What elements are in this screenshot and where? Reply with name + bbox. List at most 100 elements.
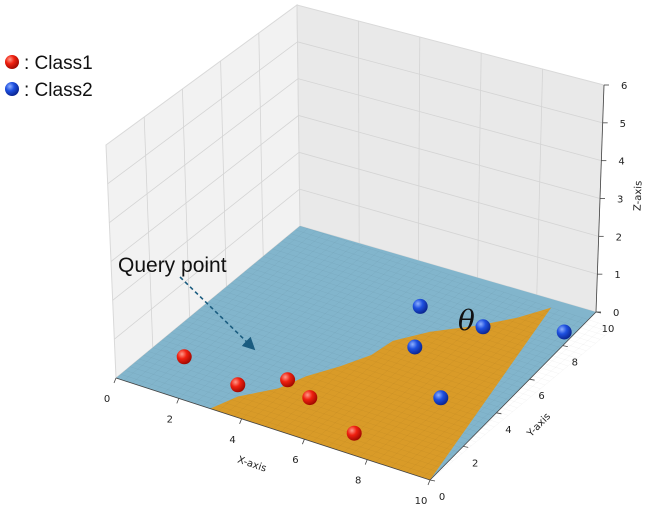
mesh-line xyxy=(207,301,523,405)
mesh-line xyxy=(125,370,440,473)
x-tick-mark xyxy=(113,377,117,384)
mesh-line xyxy=(203,305,518,409)
x-tick-label: 0 xyxy=(104,394,110,405)
mesh-line xyxy=(414,322,599,476)
mesh-line xyxy=(241,266,426,419)
mesh-line xyxy=(212,297,527,401)
x-tick-mark xyxy=(364,459,368,465)
class1-point xyxy=(346,425,362,441)
x-gridline xyxy=(536,68,543,295)
mesh-line xyxy=(186,248,371,402)
data-points xyxy=(176,298,572,441)
class1-point xyxy=(302,390,318,406)
mesh-line xyxy=(374,309,560,463)
mesh-line xyxy=(194,313,509,416)
class1-region xyxy=(116,307,552,480)
mesh-line xyxy=(249,269,434,422)
mesh-line xyxy=(367,307,552,460)
mesh-line xyxy=(235,278,550,382)
x-gridline xyxy=(357,20,360,244)
mesh-line xyxy=(319,292,505,445)
mesh-line xyxy=(225,261,411,414)
class2-point xyxy=(407,339,423,355)
mesh-line xyxy=(299,225,615,329)
y-tick-mark xyxy=(529,378,535,381)
mesh-line xyxy=(429,327,615,481)
mesh-line xyxy=(194,251,379,404)
z-gridline xyxy=(114,188,598,340)
x-tick-mark xyxy=(239,418,242,424)
y-tick-label: 2 xyxy=(472,458,478,469)
mesh-line xyxy=(343,299,528,453)
mesh-line xyxy=(272,248,587,352)
x-tick-label: 6 xyxy=(292,455,298,466)
y-gridline xyxy=(220,60,227,287)
x-tick-label: 10 xyxy=(415,496,428,507)
x-tick-label: 4 xyxy=(229,435,235,446)
mesh-line xyxy=(162,241,348,394)
mesh-line xyxy=(221,290,536,393)
x-gridline xyxy=(418,36,421,261)
mesh-line xyxy=(382,312,568,465)
x-axis-label: X-axis xyxy=(236,455,268,475)
z-gridline xyxy=(110,115,601,262)
mesh-line xyxy=(115,225,301,379)
mesh-line xyxy=(129,366,444,469)
x-tick-mark xyxy=(427,479,431,486)
z-tick-label: 5 xyxy=(620,119,626,130)
mesh-line xyxy=(120,373,435,477)
x-tick-label: 2 xyxy=(167,414,173,425)
z-tick-label: 0 xyxy=(613,308,619,319)
mesh-line xyxy=(240,275,555,378)
grid-lines xyxy=(107,20,603,348)
query-point-arrow xyxy=(179,276,256,351)
z-gridline xyxy=(109,78,602,223)
z-gridline xyxy=(107,41,603,185)
mesh-line xyxy=(217,258,403,412)
theta-symbol: θ xyxy=(458,304,475,337)
mesh-line xyxy=(198,309,513,412)
mesh-line xyxy=(351,302,536,455)
z-tick-label: 4 xyxy=(618,157,624,168)
class2-point xyxy=(433,390,449,406)
mesh-line xyxy=(171,332,486,435)
y-axis-label: Y-axis xyxy=(525,411,553,440)
z-tick-label: 2 xyxy=(616,232,622,243)
y-tick-mark xyxy=(562,345,568,347)
mesh-line xyxy=(304,287,489,440)
y-tick-mark xyxy=(496,412,502,415)
y-gridline xyxy=(258,32,264,257)
mesh-line xyxy=(359,304,544,458)
x-tick-mark xyxy=(176,398,180,404)
legend-label-class1: : Class1 xyxy=(24,53,93,74)
mesh-line xyxy=(131,230,316,384)
mesh-line xyxy=(226,286,541,390)
y-axis-line xyxy=(429,311,597,481)
mesh-line xyxy=(244,271,559,374)
y-tick-label: 10 xyxy=(602,324,615,335)
mesh-line xyxy=(166,335,481,439)
mesh-line xyxy=(312,289,497,442)
mesh-line xyxy=(276,244,592,348)
legend-label-class2: : Class2 xyxy=(24,80,93,101)
mesh-line xyxy=(249,267,564,371)
x-gridline xyxy=(477,52,482,278)
y-gridline xyxy=(182,88,190,318)
mesh-line xyxy=(155,238,340,391)
class1-point xyxy=(280,372,296,388)
x-tick-mark xyxy=(302,439,305,445)
mesh-line xyxy=(189,316,504,420)
mesh-line xyxy=(296,284,481,437)
mesh-line xyxy=(123,228,309,381)
mesh-line xyxy=(406,320,591,473)
mesh-line xyxy=(143,354,458,458)
mesh-line xyxy=(281,240,596,344)
mesh-line xyxy=(280,279,466,432)
y-tick-label: 0 xyxy=(439,492,445,503)
mesh-line xyxy=(170,243,356,397)
mesh-line xyxy=(421,325,607,478)
mesh-line xyxy=(217,294,532,397)
mesh-line xyxy=(286,237,601,340)
z-tick-label: 6 xyxy=(621,81,627,92)
z-gridline xyxy=(112,151,599,301)
